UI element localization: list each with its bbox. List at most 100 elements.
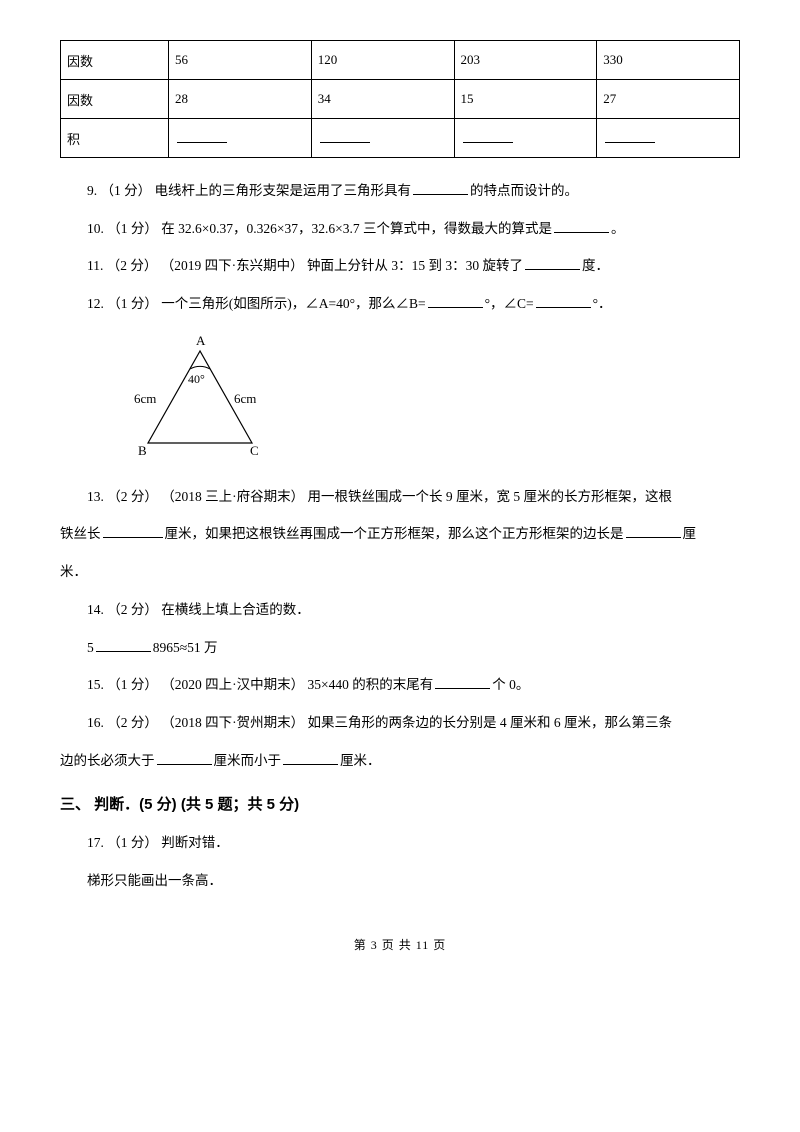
vertex-b-label: B	[138, 443, 147, 458]
page-footer: 第 3 页 共 11 页	[60, 936, 740, 953]
blank-field[interactable]	[435, 676, 490, 689]
question-number: 12.	[87, 296, 104, 311]
blank-field[interactable]	[605, 130, 655, 143]
question-text: 米．	[60, 564, 87, 579]
question-10: 10. （1 分） 在 32.6×0.37，0.326×37，32.6×3.7 …	[60, 214, 740, 244]
question-13: 13. （2 分） （2018 三上·府谷期末） 用一根铁丝围成一个长 9 厘米…	[60, 482, 740, 512]
question-text: 5	[87, 640, 94, 655]
question-9: 9. （1 分） 电线杆上的三角形支架是运用了三角形具有 的特点而设计的。	[60, 176, 740, 206]
question-text: 8965≈51 万	[153, 640, 218, 655]
question-points: （2 分）	[107, 715, 158, 730]
question-text: 在 32.6×0.37，0.326×37，32.6×3.7 三个算式中，得数最大…	[161, 221, 552, 236]
question-points: （1 分）	[107, 221, 158, 236]
question-text: 厘米，如果把这根铁丝再围成一个正方形框架，那么这个正方形框架的边长是	[165, 526, 624, 541]
question-text: 度．	[582, 258, 609, 273]
question-text: 用一根铁丝围成一个长 9 厘米，宽 5 厘米的长方形框架，这根	[308, 489, 673, 504]
table-cell-blank	[169, 119, 312, 158]
question-points: （1 分）	[107, 835, 158, 850]
question-number: 14.	[87, 602, 104, 617]
question-points: （2 分）	[107, 602, 158, 617]
blank-field[interactable]	[626, 525, 681, 538]
question-text: 钟面上分针从 3：15 到 3：30 旋转了	[307, 258, 523, 273]
question-source: （2020 四上·汉中期末）	[161, 677, 304, 692]
question-13-line2: 铁丝长 厘米，如果把这根铁丝再围成一个正方形框架，那么这个正方形框架的边长是 厘	[60, 519, 740, 549]
question-text: 厘	[683, 526, 697, 541]
factor-product-table: 因数 56 120 203 330 因数 28 34 15 27 积	[60, 40, 740, 158]
question-text: 厘米．	[340, 753, 381, 768]
question-text: 厘米而小于	[214, 753, 282, 768]
table-cell: 203	[454, 41, 597, 80]
question-17: 17. （1 分） 判断对错．	[60, 828, 740, 858]
question-number: 9.	[87, 183, 97, 198]
table-row: 积	[61, 119, 740, 158]
question-16-line2: 边的长必须大于 厘米而小于 厘米．	[60, 746, 740, 776]
row-label: 积	[61, 119, 169, 158]
question-text: 边的长必须大于	[60, 753, 155, 768]
vertex-a-label: A	[196, 333, 206, 348]
table-row: 因数 56 120 203 330	[61, 41, 740, 80]
blank-field[interactable]	[536, 295, 591, 308]
question-source: （2018 三上·府谷期末）	[161, 489, 304, 504]
side-right-label: 6cm	[234, 391, 256, 406]
question-text: 电线杆上的三角形支架是运用了三角形具有	[155, 183, 412, 198]
table-cell-blank	[597, 119, 740, 158]
table-cell: 330	[597, 41, 740, 80]
question-text: 在横线上填上合适的数．	[161, 602, 310, 617]
question-text: 一个三角形(如图所示)，∠A=40°，那么∠B=	[161, 296, 425, 311]
question-12: 12. （1 分） 一个三角形(如图所示)，∠A=40°，那么∠B=°，∠C=°…	[60, 289, 740, 319]
question-13-line3: 米．	[60, 557, 740, 587]
question-text: °．	[593, 296, 612, 311]
question-17-body: 梯形只能画出一条高．	[60, 866, 740, 896]
blank-field[interactable]	[320, 130, 370, 143]
question-14: 14. （2 分） 在横线上填上合适的数．	[60, 595, 740, 625]
question-15: 15. （1 分） （2020 四上·汉中期末） 35×440 的积的末尾有 个 …	[60, 670, 740, 700]
question-text: 如果三角形的两条边的长分别是 4 厘米和 6 厘米，那么第三条	[308, 715, 673, 730]
blank-field[interactable]	[103, 525, 163, 538]
vertex-c-label: C	[250, 443, 259, 458]
blank-field[interactable]	[463, 130, 513, 143]
table-cell: 56	[169, 41, 312, 80]
question-text: °，∠C=	[485, 296, 534, 311]
question-text: 判断对错．	[161, 835, 229, 850]
table-cell: 28	[169, 80, 312, 119]
question-number: 15.	[87, 677, 104, 692]
question-points: （1 分）	[107, 677, 158, 692]
blank-field[interactable]	[177, 130, 227, 143]
triangle-svg: A B C 40° 6cm 6cm	[120, 333, 280, 463]
section-3-header: 三、 判断．(5 分) (共 5 题；共 5 分)	[60, 793, 740, 814]
angle-label: 40°	[188, 372, 205, 386]
question-source: （2019 四下·东兴期中）	[161, 258, 304, 273]
table-cell: 15	[454, 80, 597, 119]
blank-field[interactable]	[157, 752, 212, 765]
blank-field[interactable]	[428, 295, 483, 308]
blank-field[interactable]	[283, 752, 338, 765]
question-text: 铁丝长	[60, 526, 101, 541]
question-14-body: 5 8965≈51 万	[60, 633, 740, 663]
question-text: 35×440 的积的末尾有	[308, 677, 434, 692]
angle-arc	[190, 366, 210, 369]
table-cell: 120	[311, 41, 454, 80]
blank-field[interactable]	[554, 220, 609, 233]
row-label: 因数	[61, 41, 169, 80]
question-number: 17.	[87, 835, 104, 850]
table-cell: 27	[597, 80, 740, 119]
question-number: 10.	[87, 221, 104, 236]
blank-field[interactable]	[525, 257, 580, 270]
question-points: （1 分）	[101, 183, 152, 198]
page-container: 因数 56 120 203 330 因数 28 34 15 27 积 9. （1…	[0, 0, 800, 983]
question-points: （2 分）	[107, 258, 158, 273]
question-source: （2018 四下·贺州期末）	[161, 715, 304, 730]
table-cell-blank	[454, 119, 597, 158]
side-left-label: 6cm	[134, 391, 156, 406]
question-text: 。	[611, 221, 625, 236]
triangle-figure: A B C 40° 6cm 6cm	[120, 333, 740, 468]
table-cell: 34	[311, 80, 454, 119]
blank-field[interactable]	[413, 182, 468, 195]
blank-field[interactable]	[96, 639, 151, 652]
question-text: 个 0。	[492, 677, 529, 692]
question-16: 16. （2 分） （2018 四下·贺州期末） 如果三角形的两条边的长分别是 …	[60, 708, 740, 738]
question-number: 16.	[87, 715, 104, 730]
question-text: 的特点而设计的。	[470, 183, 578, 198]
row-label: 因数	[61, 80, 169, 119]
table-cell-blank	[311, 119, 454, 158]
